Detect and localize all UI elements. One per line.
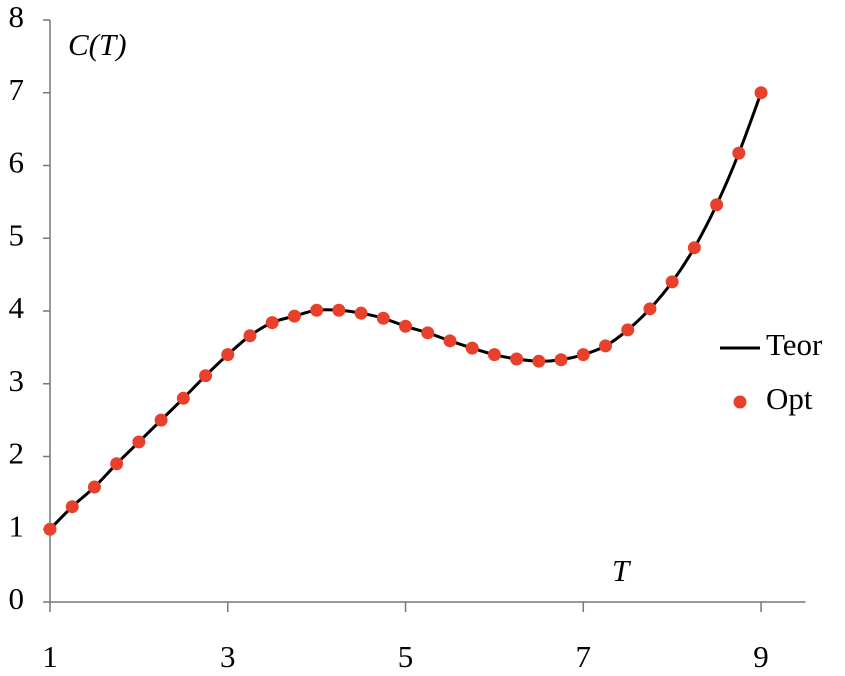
point [132,435,146,449]
x-tick-label: 7 [576,639,592,674]
point [199,369,213,383]
point [599,339,613,353]
y-tick-label: 1 [9,508,25,543]
x-tick-label: 5 [398,639,414,674]
point [554,353,568,367]
point [532,354,546,368]
point [332,303,346,317]
y-tick-label: 0 [9,581,25,616]
y-tick-label: 8 [9,0,25,34]
point [576,348,590,362]
point [754,86,768,100]
point [265,316,279,330]
x-tick-label: 1 [42,639,58,674]
x-axis-label: T [612,553,632,588]
point [310,303,324,317]
point [643,302,657,316]
point [710,198,724,212]
point [243,329,257,343]
y-tick-label: 6 [9,145,25,180]
legend-swatch [733,395,747,409]
point [732,146,746,160]
point [621,323,635,337]
point [87,480,101,494]
point [354,306,368,320]
legend-label: Teor [766,327,823,362]
point [287,309,301,323]
point [487,348,501,362]
point [421,326,435,340]
y-axis-label: C(T) [68,27,127,62]
point [687,241,701,255]
point [110,457,124,471]
x-tick-label: 9 [753,639,769,674]
point [510,352,524,366]
point [65,500,79,514]
legend-label: Opt [766,381,813,416]
point [154,413,168,427]
y-tick-label: 3 [9,363,25,398]
y-tick-label: 2 [9,436,25,471]
point [43,522,57,536]
point [465,341,479,355]
y-tick-label: 5 [9,217,25,252]
point [221,348,235,362]
y-tick-label: 7 [9,72,25,107]
point [376,311,390,325]
point [443,334,457,348]
point [665,275,679,289]
point [176,391,190,405]
y-tick-label: 4 [9,290,25,325]
point [399,319,413,333]
x-tick-label: 3 [220,639,236,674]
